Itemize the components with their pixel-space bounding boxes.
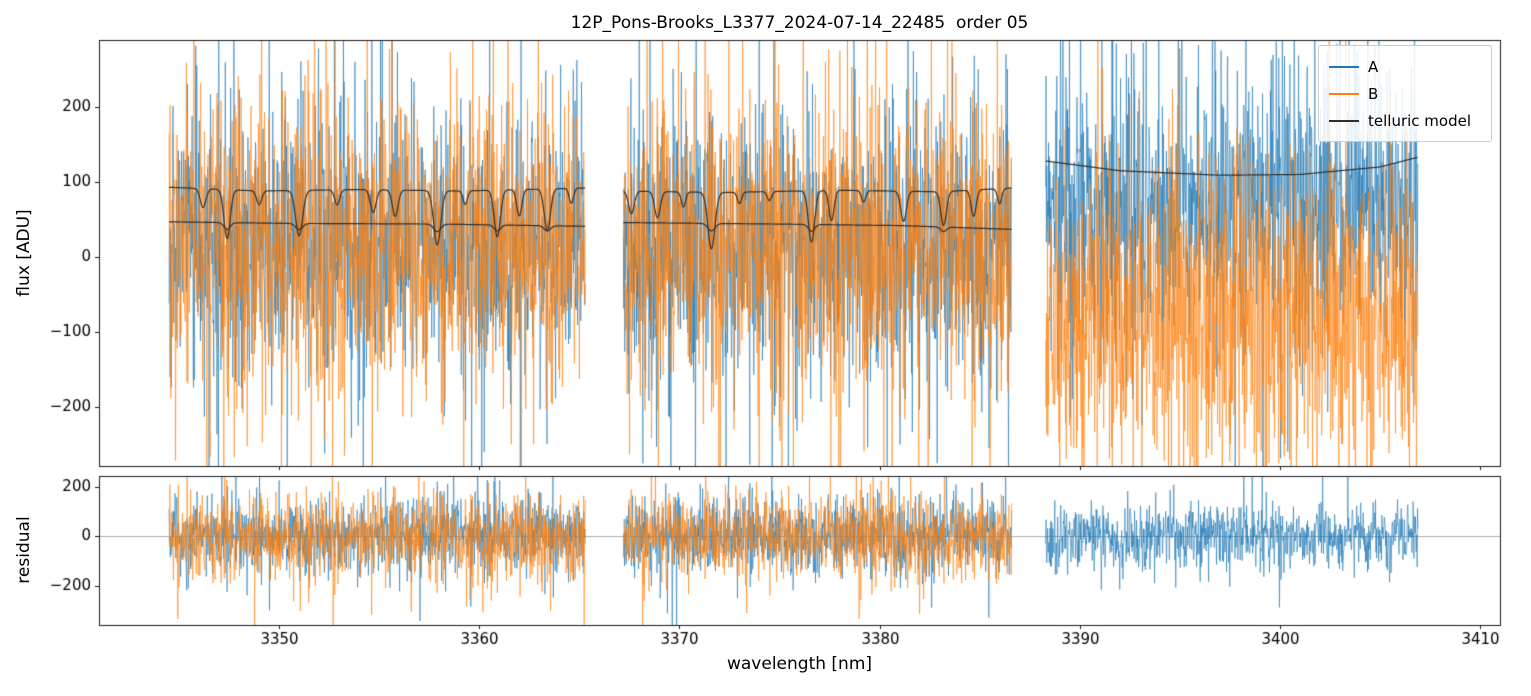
- figure-title: 12P_Pons-Brooks_L3377_2024-07-14_22485 o…: [570, 13, 1029, 33]
- legend-entry-b: B: [1329, 80, 1481, 107]
- legend-label-a: A: [1368, 57, 1379, 76]
- legend-entry-telluric: telluric model: [1329, 107, 1481, 134]
- legend-line-telluric-icon: [1329, 119, 1359, 122]
- legend-label-telluric: telluric model: [1368, 111, 1472, 130]
- flux-axis-label: flux [ADU]: [14, 209, 34, 297]
- residual-axis-label: residual: [14, 516, 34, 584]
- legend: A B telluric model: [1318, 45, 1492, 142]
- legend-entry-a: A: [1329, 53, 1481, 80]
- legend-line-a-icon: [1329, 65, 1359, 68]
- legend-line-b-icon: [1329, 92, 1359, 95]
- legend-label-b: B: [1368, 84, 1379, 103]
- wavelength-axis-label: wavelength [nm]: [726, 654, 873, 674]
